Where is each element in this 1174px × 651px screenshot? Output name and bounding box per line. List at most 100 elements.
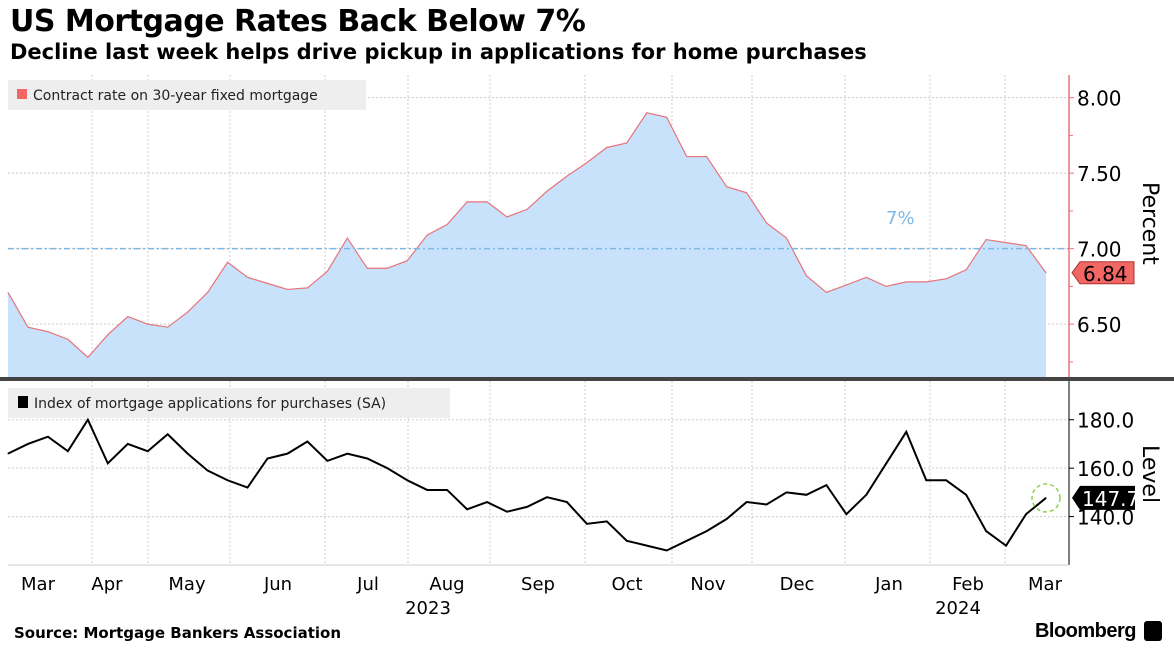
rate-point (187, 311, 189, 313)
apps-point (566, 501, 568, 503)
rate-point (227, 261, 229, 263)
apps-point (87, 419, 89, 421)
y-tick-label: 7.00 (1077, 238, 1122, 262)
apps-point (706, 530, 708, 532)
x-tick-label: Sep (521, 574, 555, 595)
apps-line (7, 417, 1047, 552)
rate-point (766, 222, 768, 224)
apps-point (306, 441, 308, 443)
apps-point (506, 511, 508, 513)
rate-point (666, 116, 668, 118)
x-tick-label: Jan (874, 574, 903, 595)
rate-point (546, 190, 548, 192)
apps-point (825, 484, 827, 486)
rate-point (805, 275, 807, 277)
apps-point (865, 494, 867, 496)
apps-point (606, 520, 608, 522)
rate-point (905, 281, 907, 283)
apps-point (985, 530, 987, 532)
rate-point (7, 291, 9, 293)
apps-point (686, 540, 688, 542)
rate-point (167, 326, 169, 328)
apps-point (326, 460, 328, 462)
last-value-label: 147.7 (1082, 487, 1139, 511)
x-tick-label: May (168, 574, 206, 595)
apps-point (147, 450, 149, 452)
apps-point (1045, 497, 1047, 499)
legend-label-rate: Contract rate on 30-year fixed mortgage (33, 88, 318, 104)
apps-point (845, 513, 847, 515)
apps-point (945, 479, 947, 481)
apps-point (786, 491, 787, 493)
apps-point (666, 549, 668, 551)
x-tick-label: Nov (690, 574, 725, 595)
rate-point (107, 334, 109, 336)
y-tick-label: 7.50 (1077, 162, 1122, 186)
apps-point (626, 540, 628, 542)
apps-point (446, 489, 448, 491)
rate-point (67, 338, 69, 340)
rate-point (326, 270, 328, 272)
apps-point (526, 506, 528, 508)
apps-point (227, 479, 229, 481)
apps-point (486, 501, 488, 503)
apps-point (187, 453, 189, 455)
rate-point (586, 162, 588, 164)
rate-point (566, 175, 568, 177)
rate-point (825, 291, 827, 293)
rate-area (8, 112, 1046, 377)
apps-point (127, 443, 129, 445)
apps-point (207, 470, 209, 472)
legend-swatch-apps (18, 396, 28, 408)
apps-point (586, 523, 588, 525)
x-tick-label: Feb (952, 574, 984, 595)
rate-point (845, 284, 847, 286)
rate-point (1045, 272, 1047, 274)
last-value-tag (1072, 485, 1135, 510)
rate-point (47, 331, 49, 333)
rate-point (726, 186, 728, 188)
legend-box (8, 388, 450, 418)
rate-point (486, 201, 488, 203)
rate-point (965, 269, 967, 271)
rate-point (207, 291, 209, 293)
rate-point (306, 287, 308, 289)
apps-point (366, 457, 368, 459)
y-tick-label: 8.00 (1077, 87, 1122, 111)
y-axis-label-level: Level (1137, 445, 1162, 503)
apps-point (47, 436, 49, 438)
rate-point (786, 237, 787, 239)
apps-point (965, 494, 967, 496)
y-tick-label: 160.0 (1077, 457, 1134, 481)
apps-point (1005, 545, 1007, 547)
x-tick-label: Jul (356, 574, 379, 595)
rate-point (646, 112, 648, 114)
rate-point (865, 276, 867, 278)
legend-label-apps: Index of mortgage applications for purch… (34, 396, 386, 412)
legend-box (8, 80, 366, 110)
rate-point (27, 326, 29, 328)
rate-point (366, 267, 368, 269)
apps-point (167, 433, 169, 435)
chart-subtitle: Decline last week helps drive pickup in … (10, 40, 867, 64)
apps-point (406, 479, 408, 481)
rate-point (506, 216, 508, 218)
x-tick-label: Oct (611, 574, 642, 595)
y-tick-label: 6.50 (1077, 313, 1122, 337)
x-tick-label: Mar (21, 574, 56, 595)
apps-point (1025, 513, 1027, 515)
x-tick-label: Aug (429, 574, 464, 595)
x-year-label: 2024 (935, 598, 981, 619)
rate-point (706, 156, 708, 158)
rate-point (985, 239, 987, 241)
x-tick-label: Mar (1028, 574, 1063, 595)
source-note: Source: Mortgage Bankers Association (14, 624, 342, 642)
chart-title: US Mortgage Rates Back Below 7% (10, 4, 586, 39)
apps-point (386, 467, 388, 469)
apps-point (286, 453, 288, 455)
rate-point (267, 282, 268, 284)
x-tick-label: Dec (780, 574, 815, 595)
last-value-tag (1071, 261, 1135, 285)
